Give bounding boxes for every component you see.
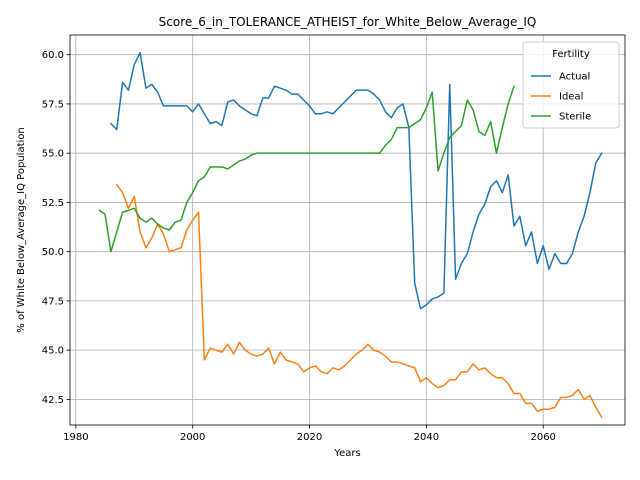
series-line-sterile xyxy=(98,85,515,253)
legend-label-sterile: Sterile xyxy=(559,112,591,123)
y-tick-label: 47.5 xyxy=(42,296,64,307)
y-tick-label: 57.5 xyxy=(42,99,64,110)
legend-items: Actual Ideal Sterile xyxy=(531,72,591,123)
legend-label-ideal: Ideal xyxy=(559,92,583,103)
x-tick-label: 2060 xyxy=(530,432,555,443)
series-lines xyxy=(98,51,603,419)
y-tick-label: 50.0 xyxy=(42,247,64,258)
x-axis: 1980 2000 2020 2040 2060 xyxy=(63,425,556,443)
legend-label-actual: Actual xyxy=(559,72,590,83)
series-line-ideal xyxy=(115,183,603,419)
chart-title: Score_6_in_TOLERANCE_ATHEIST_for_White_B… xyxy=(159,15,537,29)
series-line-actual xyxy=(109,51,603,310)
x-axis-label: Years xyxy=(333,448,360,459)
x-tick-label: 2040 xyxy=(414,432,439,443)
y-tick-label: 52.5 xyxy=(42,198,64,209)
legend: Fertility Actual Ideal Sterile xyxy=(522,41,620,129)
y-axis: 42.5 45.0 47.5 50.0 52.5 55.0 57.5 60.0 xyxy=(42,50,70,406)
plot-frame xyxy=(69,34,626,426)
x-tick-label: 1980 xyxy=(63,432,88,443)
x-tick-label: 2020 xyxy=(297,432,322,443)
y-tick-label: 60.0 xyxy=(42,50,64,61)
y-axis-label: % of White Below_Average_IQ Population xyxy=(16,127,27,332)
y-tick-label: 55.0 xyxy=(42,149,64,160)
x-tick-label: 2000 xyxy=(180,432,205,443)
y-tick-label: 45.0 xyxy=(42,346,64,357)
legend-box xyxy=(522,41,620,129)
legend-title: Fertility xyxy=(552,49,590,60)
y-tick-label: 42.5 xyxy=(42,395,64,406)
